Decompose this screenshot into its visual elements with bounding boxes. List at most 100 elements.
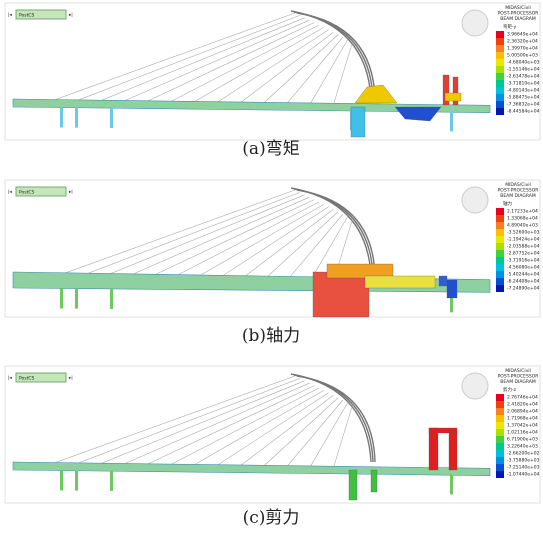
legend-value: 1.33068e+04	[507, 216, 538, 222]
legend-header: POST-PROCESSOR	[498, 11, 539, 17]
legend-header: POST-PROCESSOR	[498, 188, 539, 194]
force-diagram	[365, 276, 435, 288]
force-diagram	[429, 428, 457, 433]
legend-value: -5.40244e+04	[507, 272, 540, 278]
legend-swatch	[496, 457, 504, 464]
pier	[75, 289, 78, 309]
pier	[60, 288, 63, 308]
legend-value: 5.00500e+03	[507, 53, 538, 59]
caption: (b)轴力	[242, 326, 300, 346]
legend-value: 3.22640e+03	[507, 444, 538, 450]
toolbar-icon: ▸|	[69, 12, 73, 18]
logo	[462, 187, 488, 213]
legend-value: 3.96649e+04	[507, 32, 538, 38]
legend-swatch	[496, 243, 504, 250]
legend-header: MIDAS/Civil	[505, 368, 531, 374]
pier	[110, 289, 113, 309]
force-diagram	[371, 470, 377, 492]
force-diagram	[313, 272, 369, 317]
viewport	[5, 366, 540, 503]
legend-swatch	[496, 87, 504, 94]
legend-swatch	[496, 73, 504, 80]
screenshot-panel: |◂PostCS▸|MIDAS/CivilPOST-PROCESSORBEAM …	[5, 3, 540, 140]
legend-header: BEAM DIAGRAM	[500, 379, 536, 385]
legend-value: -2.66200e+02	[507, 451, 540, 457]
legend-swatch	[496, 229, 504, 236]
force-diagram	[445, 93, 461, 101]
legend-swatch	[496, 394, 504, 401]
legend-header: BEAM DIAGRAM	[500, 193, 536, 199]
toolbar-icon: ▸|	[69, 375, 73, 381]
legend-swatch	[496, 271, 504, 278]
legend-value: -3.52600e+03	[507, 230, 540, 236]
legend-value: 2.17233e+04	[507, 209, 538, 215]
legend-swatch	[496, 415, 504, 422]
legend-value: -1.55146e+04	[507, 67, 540, 73]
legend-value: -1.07440e+04	[507, 472, 540, 478]
legend-swatch	[496, 52, 504, 59]
figure: |◂PostCS▸|MIDAS/CivilPOST-PROCESSORBEAM …	[0, 0, 543, 541]
legend-value: -4.80143e+04	[507, 88, 540, 94]
legend-header: MIDAS/Civil	[505, 182, 531, 188]
legend-value: -7.36832e+04	[507, 102, 540, 108]
legend-value: 1.71968e+04	[507, 416, 538, 422]
legend-value: -3.71810e+04	[507, 81, 540, 87]
toolbar-icon: ▸|	[69, 189, 73, 195]
legend-value: -5.88475e+04	[507, 95, 540, 101]
screenshot-panel: |◂PostCS▸|MIDAS/CivilPOST-PROCESSORBEAM …	[5, 366, 540, 503]
legend-swatch	[496, 422, 504, 429]
legend-value: -3.75880e+03	[507, 458, 540, 464]
legend-swatch	[496, 108, 504, 115]
legend-swatch	[496, 94, 504, 101]
legend-swatch	[496, 66, 504, 73]
force-diagram	[439, 276, 447, 286]
force-diagram	[429, 428, 438, 470]
legend-swatch	[496, 80, 504, 87]
pier	[110, 108, 113, 128]
legend-value: -8.44584e+04	[507, 109, 540, 115]
legend-swatch	[496, 278, 504, 285]
force-diagram	[447, 280, 457, 298]
pier	[110, 471, 113, 491]
legend-swatch	[496, 436, 504, 443]
legend-swatch	[496, 264, 504, 271]
legend-swatch	[496, 208, 504, 215]
toolbar-label: PostCS	[19, 376, 35, 382]
legend-value: 1.39970e+04	[507, 46, 538, 52]
legend-value: 2.36320e+04	[507, 39, 538, 45]
caption: (a)弯矩	[242, 139, 299, 159]
legend-swatch	[496, 257, 504, 264]
force-diagram	[351, 107, 365, 137]
pier	[450, 474, 453, 494]
toolbar-label: PostCS	[19, 13, 35, 19]
legend-value: -7.25140e+03	[507, 465, 540, 471]
legend-swatch	[496, 236, 504, 243]
legend-header: BEAM DIAGRAM	[500, 16, 536, 22]
caption: (c)剪力	[243, 508, 300, 528]
legend-value: -2.87752e+04	[507, 251, 540, 257]
legend-swatch	[496, 464, 504, 471]
legend-swatch	[496, 101, 504, 108]
legend-swatch	[496, 45, 504, 52]
legend-swatch	[496, 450, 504, 457]
legend-swatch	[496, 59, 504, 66]
viewport	[5, 180, 540, 317]
legend-title: 剪力-z	[503, 386, 517, 393]
legend-swatch	[496, 429, 504, 436]
legend-value: -2.63478e+04	[507, 74, 540, 80]
pier	[60, 470, 63, 490]
legend-swatch	[496, 222, 504, 229]
legend-value: 4.89040e+03	[507, 223, 538, 229]
pier	[450, 111, 453, 131]
legend-value: 2.41820e+04	[507, 402, 538, 408]
legend-value: -4.68040e+03	[507, 60, 540, 66]
legend-swatch	[496, 401, 504, 408]
legend-value: -2.03588e+04	[507, 244, 540, 250]
pier	[75, 471, 78, 491]
force-diagram	[349, 470, 357, 500]
legend-value: -1.19424e+04	[507, 237, 540, 243]
legend-header: MIDAS/Civil	[505, 5, 531, 11]
legend-value: 1.37042e+04	[507, 423, 538, 429]
legend-swatch	[496, 215, 504, 222]
legend-title: 轴力	[503, 200, 512, 207]
